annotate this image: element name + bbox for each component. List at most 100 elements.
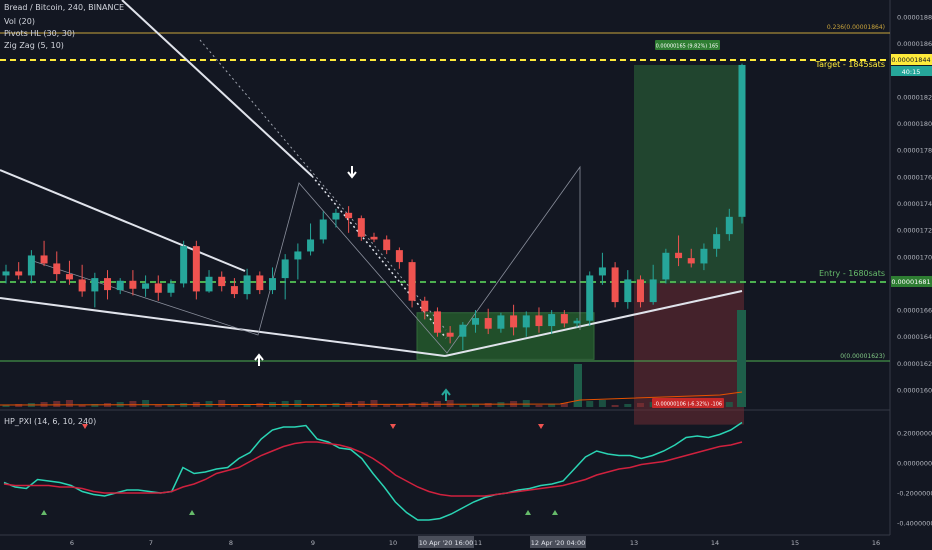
candle-body — [484, 318, 492, 329]
volume-bar — [408, 403, 416, 407]
candle-body — [535, 315, 543, 327]
time-cursor-box — [530, 536, 586, 548]
candle-body — [40, 255, 48, 264]
time-tick-label: 6 — [70, 539, 74, 547]
volume-bar — [15, 404, 23, 407]
candle-body — [560, 314, 568, 324]
candle-body — [256, 275, 264, 291]
zigzag-line — [29, 165, 581, 354]
volume-bar — [294, 400, 302, 407]
volume-bar — [395, 404, 403, 407]
candle-body — [395, 250, 403, 263]
candle-body — [294, 251, 302, 260]
candle-body — [15, 271, 23, 276]
volume-bar — [598, 400, 606, 407]
candle-body — [421, 300, 429, 312]
candle-body — [154, 283, 162, 293]
osc-buy-marker — [525, 510, 531, 515]
candle-body — [573, 320, 581, 324]
candle-body — [205, 276, 213, 292]
price-label-entry-text: 0.00001681 — [891, 278, 930, 286]
volume-bar — [535, 405, 543, 407]
candle-body — [243, 275, 251, 295]
time-tick-label: 16 — [872, 539, 880, 547]
osc-fast-line — [3, 421, 743, 521]
volume-bar — [205, 401, 213, 407]
osc-tick-label: -0.40000000 — [897, 520, 932, 528]
volume-bar — [129, 401, 137, 407]
volume-bar — [611, 405, 619, 407]
volume-spike — [574, 364, 582, 407]
candle-body — [497, 315, 505, 329]
volume-bar — [154, 405, 162, 407]
volume-bar — [307, 405, 315, 407]
fib-0-label: 0(0.00001623) — [840, 353, 885, 360]
candle-body — [345, 212, 353, 219]
candle-body — [129, 280, 137, 289]
candle-body — [611, 267, 619, 303]
volume-bar — [370, 400, 378, 407]
oscillator-title[interactable]: HP_PXI (14, 6, 10, 240) — [4, 417, 97, 426]
volume-bar — [560, 403, 568, 407]
trendline-upper — [0, 169, 246, 272]
osc-sell-marker — [538, 424, 544, 429]
volume-bar — [522, 400, 530, 407]
osc-sell-marker — [82, 424, 88, 429]
volume-bar — [383, 405, 391, 407]
candle-body — [167, 283, 175, 293]
candle-body — [2, 271, 10, 276]
volume-bar — [624, 404, 632, 407]
volume-bar — [167, 404, 175, 407]
candle-body — [510, 315, 518, 328]
candle-body — [319, 219, 327, 240]
candle-body — [675, 252, 683, 259]
candle-body — [370, 236, 378, 240]
candle-body — [472, 318, 480, 325]
loss-label-text: -0.00000106 (-6.32%) -106 — [654, 402, 722, 408]
candle-body — [78, 279, 86, 292]
candle-body — [192, 246, 200, 292]
osc-buy-marker — [41, 510, 47, 515]
candle-body — [700, 248, 708, 264]
candle-body — [687, 258, 695, 264]
time-tick-label: 7 — [149, 539, 153, 547]
indicator-pivots[interactable]: Pivots HL (30, 30) — [4, 29, 76, 38]
volume-bar — [636, 403, 644, 407]
osc-tick-label: 0.00000000 — [897, 460, 932, 468]
volume-bar — [243, 404, 251, 407]
trendline-dotted — [199, 39, 447, 331]
fib-236-label: 0.236(0.00001864) — [827, 24, 885, 31]
time-cursor-box — [418, 536, 474, 548]
indicator-zigzag[interactable]: Zig Zag (5, 10) — [4, 41, 64, 50]
volume-bar — [230, 405, 238, 407]
candle-body — [281, 259, 289, 279]
volume-bar — [332, 403, 340, 407]
volume-bar — [91, 404, 99, 407]
volume-bar — [53, 401, 61, 407]
indicator-vol[interactable]: Vol (20) — [4, 17, 35, 26]
candle-body — [332, 212, 340, 220]
volume-bar — [548, 404, 556, 407]
osc-slow-line — [3, 441, 743, 497]
candle-body — [738, 64, 746, 217]
volume-bar — [725, 402, 733, 407]
volume-bar — [218, 400, 226, 407]
candle-body — [180, 246, 188, 284]
candle-body — [53, 263, 61, 275]
countdown-text: 40:15 — [902, 68, 921, 76]
candle-body — [65, 274, 73, 280]
candle-body — [116, 280, 124, 291]
candle-body — [662, 252, 670, 280]
candle-body — [268, 278, 276, 291]
volume-bar — [484, 403, 492, 407]
price-label-target — [891, 54, 932, 65]
target-label: Target - 1845sats — [815, 60, 885, 69]
